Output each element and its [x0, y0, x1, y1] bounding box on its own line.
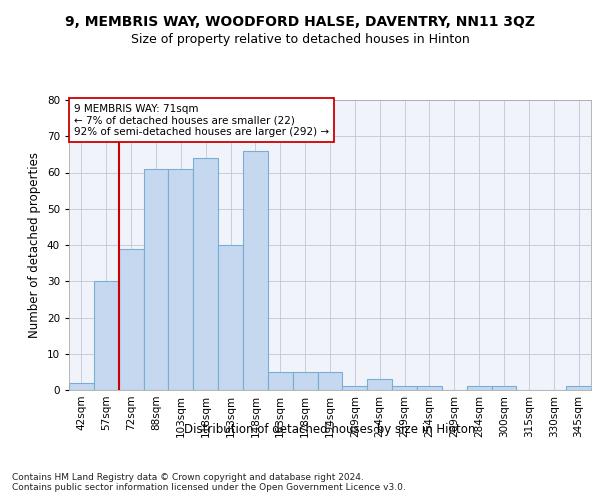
Y-axis label: Number of detached properties: Number of detached properties	[28, 152, 41, 338]
Text: Size of property relative to detached houses in Hinton: Size of property relative to detached ho…	[131, 32, 469, 46]
Bar	[268, 372, 293, 390]
Bar	[218, 245, 243, 390]
Bar	[417, 386, 442, 390]
Text: Contains HM Land Registry data © Crown copyright and database right 2024.
Contai: Contains HM Land Registry data © Crown c…	[12, 472, 406, 492]
Bar	[317, 372, 343, 390]
Bar	[343, 386, 367, 390]
Bar	[119, 248, 143, 390]
Bar	[392, 386, 417, 390]
Bar	[243, 151, 268, 390]
Bar	[491, 386, 517, 390]
Bar	[169, 169, 193, 390]
Bar	[293, 372, 317, 390]
Text: 9 MEMBRIS WAY: 71sqm
← 7% of detached houses are smaller (22)
92% of semi-detach: 9 MEMBRIS WAY: 71sqm ← 7% of detached ho…	[74, 104, 329, 137]
Bar	[467, 386, 491, 390]
Text: 9, MEMBRIS WAY, WOODFORD HALSE, DAVENTRY, NN11 3QZ: 9, MEMBRIS WAY, WOODFORD HALSE, DAVENTRY…	[65, 15, 535, 29]
Bar	[566, 386, 591, 390]
Bar	[367, 379, 392, 390]
Bar	[94, 281, 119, 390]
Bar	[69, 383, 94, 390]
Bar	[143, 169, 169, 390]
Text: Distribution of detached houses by size in Hinton: Distribution of detached houses by size …	[184, 422, 476, 436]
Bar	[193, 158, 218, 390]
